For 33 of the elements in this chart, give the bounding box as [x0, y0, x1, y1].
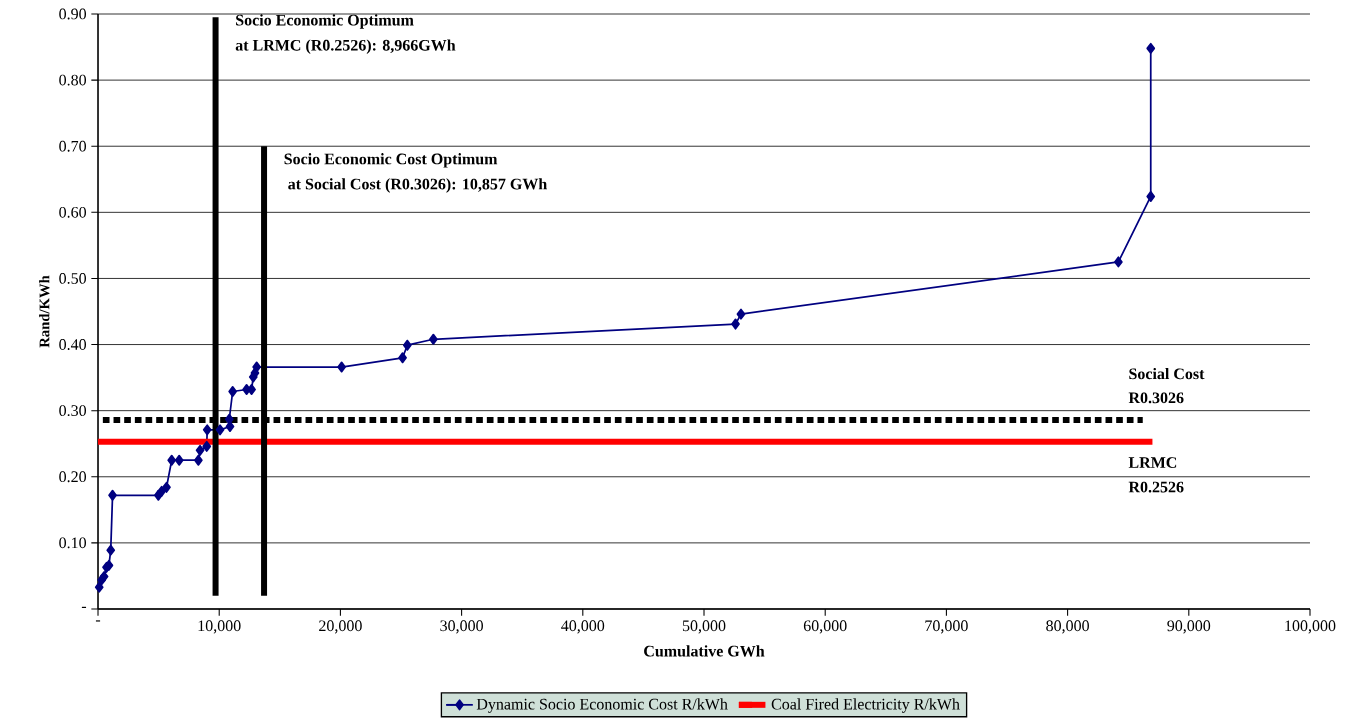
- y-tick-label: 0.20: [59, 471, 87, 483]
- y-tick-label: 0.70: [59, 140, 87, 152]
- y-tick-label: 0.50: [59, 273, 87, 284]
- y-axis-title: Rand/KWh: [39, 275, 50, 348]
- y-tick-label: 0.60: [59, 206, 87, 218]
- x-tick-label: -: [95, 620, 101, 622]
- annotation: at LRMC (R0.2526): 8,966GWh: [235, 39, 456, 54]
- y-tick-label: 0.40: [59, 339, 87, 350]
- x-tick-label: 50,000: [682, 620, 726, 634]
- y-tick-label: 0.10: [59, 537, 87, 549]
- x-tick-label: 20,000: [319, 620, 362, 634]
- legend-label: Coal Fired Electricity R/kWh: [771, 698, 960, 713]
- annotation: Social Cost: [1129, 367, 1205, 380]
- x-tick-label: 60,000: [803, 620, 847, 634]
- y-tick-label: 0.30: [59, 405, 87, 417]
- x-tick-label: 10,000: [198, 620, 241, 634]
- x-tick-label: 30,000: [440, 620, 483, 634]
- x-tick-label: 70,000: [925, 620, 968, 634]
- x-tick-label: 90,000: [1167, 620, 1211, 634]
- legend-label: Dynamic Socio Economic Cost R/kWh: [476, 698, 728, 713]
- y-tick-label: 0.80: [59, 74, 87, 86]
- annotation: Socio Economic Cost Optimum: [284, 153, 498, 168]
- annotation: Socio Economic Optimum: [236, 14, 414, 29]
- x-tick-label: 100,000: [1285, 620, 1336, 634]
- y-tick-label: 0.90: [59, 8, 87, 20]
- annotation: R0.2526: [1128, 481, 1184, 493]
- annotation: at Social Cost (R0.3026): 10,857 GWh: [288, 178, 547, 193]
- x-tick-label: 80,000: [1046, 620, 1089, 634]
- x-axis-title: Cumulative GWh: [644, 645, 765, 657]
- y-tick-label: -: [81, 606, 87, 608]
- annotation: R0.3026: [1128, 392, 1184, 404]
- x-tick-label: 40,000: [561, 620, 605, 634]
- annotation: LRMC: [1128, 457, 1177, 468]
